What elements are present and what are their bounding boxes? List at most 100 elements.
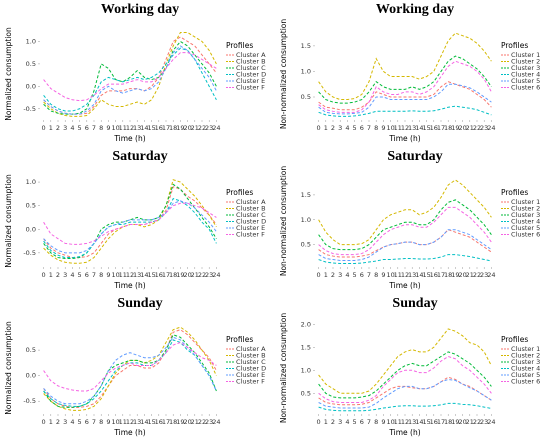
series-line <box>43 179 217 264</box>
y-tick-label: -0.5 <box>23 249 36 257</box>
x-tick-label: 19 <box>451 418 459 426</box>
legend-label: Cluster C <box>236 211 266 219</box>
legend-label: Cluster D <box>236 365 266 373</box>
x-tick-label: 23 <box>205 271 213 279</box>
panel: Saturday Normalized consumption Time (h) -0… <box>4 149 266 290</box>
x-tick-label: 7 <box>92 271 96 279</box>
legend-title: Profiles <box>226 188 253 197</box>
x-axis-label: Time (h) <box>113 428 145 437</box>
panel: Sunday Normalized consumption Time (h) -0.5… <box>4 296 266 437</box>
x-tick-label: 14 <box>415 124 423 132</box>
x-tick-label: 1 <box>49 124 53 132</box>
x-tick-label: 0 <box>317 271 321 279</box>
y-tick-label: 1.0 <box>301 366 311 374</box>
x-tick-label: 21 <box>466 124 474 132</box>
x-tick-label: 9 <box>381 271 385 279</box>
x-tick-label: 8 <box>99 418 103 426</box>
x-tick-label: 12 <box>126 124 134 132</box>
x-tick-label: 12 <box>401 124 409 132</box>
panel: Working day Non-normalized consumption Tim… <box>279 2 540 143</box>
series-line <box>43 45 217 115</box>
series-line <box>43 36 217 115</box>
y-tick-label: 2.0 <box>301 320 311 328</box>
legend-label: Cluster 4 <box>511 218 540 226</box>
series-line <box>43 334 217 408</box>
x-tick-label: 6 <box>360 418 364 426</box>
legend-label: Cluster D <box>236 71 266 79</box>
x-tick-label: 11 <box>394 271 402 279</box>
legend-label: Cluster 2 <box>511 58 540 66</box>
x-tick-label: 22 <box>198 124 206 132</box>
legend-label: Cluster 3 <box>511 358 540 366</box>
x-tick-label: 12 <box>126 271 134 279</box>
x-tick-label: 17 <box>162 418 170 426</box>
x-tick-label: 12 <box>126 418 134 426</box>
x-tick-label: 13 <box>408 124 416 132</box>
x-tick-label: 2 <box>56 124 60 132</box>
x-tick-label: 16 <box>155 124 163 132</box>
x-tick-label: 20 <box>458 124 466 132</box>
series-line <box>318 355 492 403</box>
x-tick-label: 16 <box>155 418 163 426</box>
legend-label: Cluster 1 <box>511 345 540 353</box>
y-axis-label: Non-normalized consumption <box>279 19 288 130</box>
x-tick-label: 18 <box>169 124 177 132</box>
x-tick-label: 5 <box>353 124 357 132</box>
legend-label: Cluster 2 <box>511 205 540 213</box>
x-tick-label: 17 <box>162 124 170 132</box>
legend-label: Cluster D <box>236 218 266 226</box>
x-tick-label: 15 <box>422 124 430 132</box>
series-line <box>43 183 217 260</box>
x-tick-label: 0 <box>317 418 321 426</box>
x-tick-label: 18 <box>169 418 177 426</box>
x-tick-label: 8 <box>374 124 378 132</box>
legend-label: Cluster B <box>236 205 266 213</box>
x-tick-label: 11 <box>119 418 127 426</box>
x-tick-label: 18 <box>169 271 177 279</box>
x-tick-label: 19 <box>176 124 184 132</box>
x-tick-label: 23 <box>205 418 213 426</box>
legend-label: Cluster 4 <box>511 365 540 373</box>
x-tick-label: 9 <box>106 418 110 426</box>
legend-label: Cluster B <box>236 58 266 66</box>
x-tick-label: 3 <box>338 124 342 132</box>
x-tick-label: 2 <box>56 271 60 279</box>
x-tick-label: 20 <box>183 418 191 426</box>
legend-label: Cluster A <box>236 51 266 59</box>
y-tick-label: 1.5 <box>301 42 311 50</box>
series-line <box>318 105 492 117</box>
x-tick-label: 24 <box>487 124 495 132</box>
series-line <box>43 341 217 392</box>
x-tick-label: 23 <box>480 124 488 132</box>
legend-label: Cluster C <box>236 358 266 366</box>
legend-label: Cluster 1 <box>511 198 540 206</box>
legend-label: Cluster E <box>236 371 265 379</box>
series-line <box>318 229 492 262</box>
x-tick-label: 17 <box>437 271 445 279</box>
legend-label: Cluster 3 <box>511 211 540 219</box>
x-tick-label: 20 <box>183 271 191 279</box>
x-tick-label: 12 <box>401 271 409 279</box>
y-tick-label: -0.5 <box>23 105 36 113</box>
x-tick-label: 15 <box>147 124 155 132</box>
legend-title: Profiles <box>226 41 253 50</box>
legend-label: Cluster F <box>236 84 265 92</box>
x-tick-label: 2 <box>331 124 335 132</box>
x-tick-label: 3 <box>338 418 342 426</box>
legend-label: Cluster C <box>236 64 266 72</box>
x-tick-label: 5 <box>353 418 357 426</box>
x-tick-label: 3 <box>338 271 342 279</box>
x-tick-label: 23 <box>205 124 213 132</box>
x-tick-label: 19 <box>176 271 184 279</box>
x-tick-label: 0 <box>42 271 46 279</box>
series-line <box>43 197 217 259</box>
x-tick-label: 1 <box>49 271 53 279</box>
x-tick-label: 6 <box>85 418 89 426</box>
legend-label: Cluster 6 <box>511 231 540 239</box>
series-line <box>318 378 492 409</box>
x-axis-label: Time (h) <box>388 281 420 290</box>
series-line <box>318 81 492 111</box>
chart-title: Sunday <box>392 296 437 311</box>
x-tick-label: 9 <box>381 418 385 426</box>
series-line <box>318 328 492 394</box>
